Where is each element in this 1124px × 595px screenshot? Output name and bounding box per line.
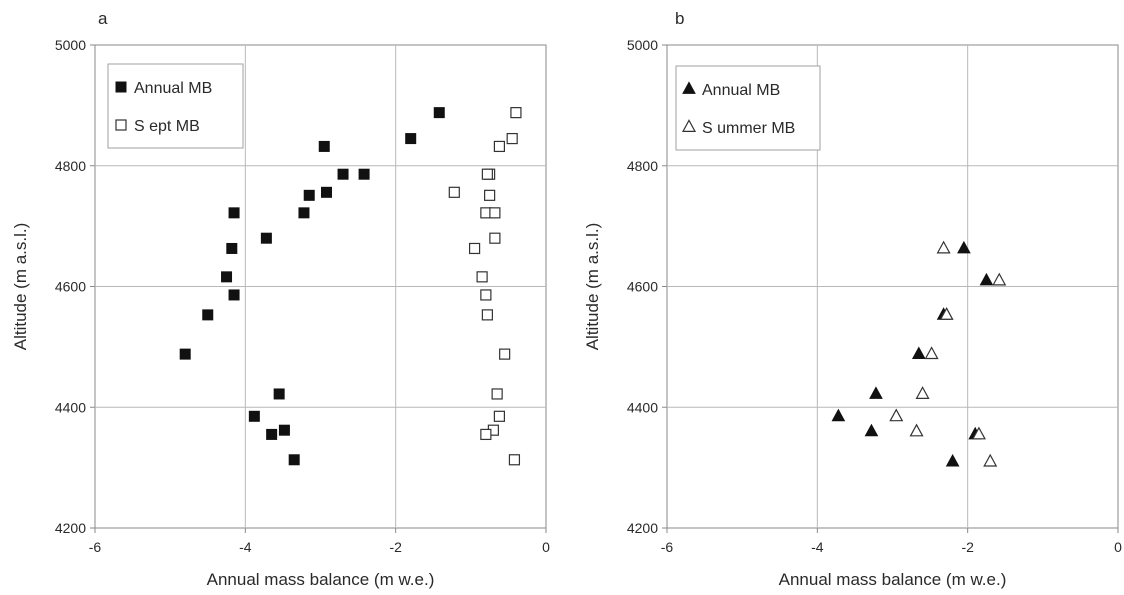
data-point (499, 348, 511, 360)
y-tick-label: 4800 (55, 158, 86, 174)
panel-letter: a (98, 9, 108, 28)
legend-marker (115, 119, 127, 131)
data-point (266, 428, 278, 440)
data-point (510, 107, 522, 119)
y-tick-label: 4200 (55, 520, 86, 536)
data-point (468, 242, 481, 255)
data-point (992, 272, 1007, 286)
data-point (179, 348, 191, 360)
data-point (260, 232, 272, 244)
legend-marker (681, 119, 697, 132)
data-point (321, 186, 333, 198)
legend-marker (682, 81, 696, 94)
x-tick-label: -2 (961, 539, 974, 555)
panel-letter: b (675, 9, 684, 28)
x-tick-label: -4 (811, 539, 824, 555)
data-point (889, 408, 904, 422)
legend-marker (115, 81, 127, 93)
x-axis-title: Annual mass balance (m w.e.) (779, 570, 1007, 589)
data-point (248, 410, 260, 422)
x-axis-title: Annual mass balance (m w.e.) (207, 570, 435, 589)
y-tick-label: 4400 (627, 399, 658, 415)
data-point (221, 271, 233, 283)
x-tick-label: -4 (239, 539, 252, 555)
data-point (493, 410, 505, 422)
data-point (506, 132, 518, 145)
series-2 (448, 107, 522, 466)
y-tick-label: 4400 (55, 399, 86, 415)
y-tick-label: 4200 (627, 520, 658, 536)
panel-b: b -6 -4 -2 0 4200 4400 4600 4800 5000 Annual mass … (583, 9, 1122, 589)
panel-a: a -6 -4 -2 0 4200 4400 4600 4800 5000 Annual mass … (11, 9, 550, 589)
x-tick-label: -6 (661, 539, 674, 555)
data-point (484, 189, 496, 201)
data-point (202, 309, 214, 321)
series-2 (889, 240, 1007, 467)
y-axis-title: Altitude (m a.s.l.) (583, 223, 602, 351)
legend-box (675, 65, 821, 151)
legend-label: Annual MB (134, 80, 212, 97)
data-point (831, 408, 846, 422)
data-point (957, 240, 971, 254)
data-point (481, 168, 493, 180)
data-point (405, 133, 417, 145)
legend-label: S ummer MB (702, 120, 795, 137)
y-tick-label: 5000 (627, 37, 658, 53)
series-1 (831, 240, 994, 467)
data-point (298, 207, 310, 219)
data-point (480, 428, 492, 441)
data-point (945, 453, 960, 467)
data-point (911, 346, 926, 360)
y-tick-label: 5000 (55, 37, 86, 53)
x-tick-label: 0 (542, 539, 550, 555)
data-point (303, 189, 315, 201)
legend-label: S ept MB (134, 118, 200, 135)
data-point (481, 309, 493, 321)
data-point (226, 242, 238, 254)
data-point (864, 423, 879, 437)
series-1 (179, 107, 445, 466)
legend-label: Annual MB (702, 82, 780, 99)
data-point (979, 272, 994, 286)
data-point (480, 289, 492, 301)
data-point (278, 424, 290, 436)
data-point (489, 232, 501, 244)
data-point (433, 107, 445, 119)
y-axis-title: Altitude (m a.s.l.) (11, 223, 30, 351)
x-tick-label: -6 (89, 539, 102, 555)
data-point (318, 140, 330, 152)
data-point (939, 307, 954, 320)
data-point (983, 453, 998, 467)
data-point (924, 346, 939, 360)
data-point (228, 207, 240, 219)
data-point (491, 388, 503, 400)
data-point (869, 386, 883, 399)
y-tick-label: 4800 (627, 158, 658, 174)
x-tick-label: 0 (1114, 539, 1122, 555)
data-point (971, 426, 986, 440)
data-point (936, 240, 951, 254)
data-point (337, 168, 349, 180)
data-point (493, 140, 505, 153)
data-point (358, 168, 370, 180)
x-tick-label: -2 (389, 539, 402, 555)
data-point (228, 289, 240, 301)
y-tick-label: 4600 (627, 279, 658, 295)
data-point (909, 423, 924, 437)
data-point (915, 386, 930, 399)
data-point (508, 454, 521, 466)
data-point (489, 207, 501, 219)
data-point (273, 388, 285, 400)
data-point (288, 454, 300, 466)
data-point (476, 271, 488, 283)
legend-box (107, 63, 244, 149)
data-point (448, 186, 460, 198)
y-tick-label: 4600 (55, 279, 86, 295)
